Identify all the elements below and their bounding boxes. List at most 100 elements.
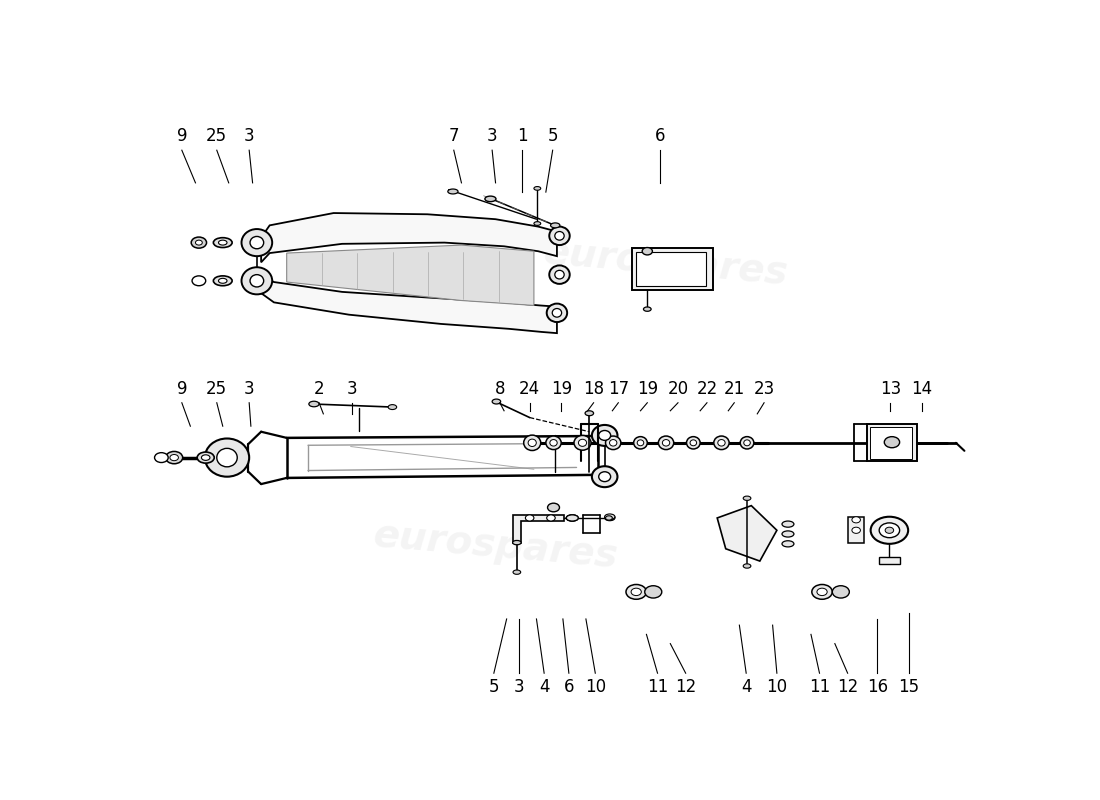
Ellipse shape	[566, 515, 579, 521]
Ellipse shape	[592, 425, 617, 446]
Text: 19: 19	[551, 380, 572, 398]
Circle shape	[879, 523, 900, 538]
Polygon shape	[261, 213, 557, 262]
Ellipse shape	[686, 437, 701, 449]
Ellipse shape	[309, 402, 319, 406]
Ellipse shape	[566, 515, 579, 521]
Ellipse shape	[744, 564, 751, 568]
Ellipse shape	[744, 496, 751, 501]
Circle shape	[526, 515, 534, 521]
Circle shape	[871, 517, 909, 544]
Ellipse shape	[690, 440, 696, 446]
Ellipse shape	[566, 515, 579, 521]
Text: 16: 16	[867, 678, 888, 696]
Polygon shape	[717, 506, 777, 561]
Circle shape	[631, 588, 641, 595]
Ellipse shape	[219, 240, 227, 245]
Text: 3: 3	[514, 678, 524, 696]
Ellipse shape	[550, 223, 560, 228]
Text: 15: 15	[899, 678, 920, 696]
Polygon shape	[261, 274, 557, 333]
Ellipse shape	[213, 276, 232, 286]
Ellipse shape	[547, 303, 568, 322]
Bar	[631, 248, 713, 290]
Text: 6: 6	[563, 678, 574, 696]
Circle shape	[547, 515, 556, 521]
Ellipse shape	[644, 307, 651, 311]
Circle shape	[642, 247, 652, 255]
Ellipse shape	[528, 439, 537, 446]
Ellipse shape	[197, 452, 215, 463]
Ellipse shape	[605, 514, 615, 520]
Text: 4: 4	[741, 678, 751, 696]
Ellipse shape	[534, 222, 541, 226]
Ellipse shape	[605, 515, 615, 521]
Text: 21: 21	[724, 380, 745, 398]
Ellipse shape	[579, 439, 586, 446]
Ellipse shape	[605, 436, 620, 450]
Ellipse shape	[585, 410, 594, 416]
Ellipse shape	[448, 189, 458, 194]
Ellipse shape	[549, 226, 570, 245]
Ellipse shape	[605, 514, 615, 519]
Ellipse shape	[605, 516, 613, 520]
Circle shape	[884, 437, 900, 448]
Text: 5: 5	[488, 678, 499, 696]
Ellipse shape	[524, 435, 541, 450]
Ellipse shape	[242, 229, 272, 256]
Text: 10: 10	[767, 678, 788, 696]
Ellipse shape	[598, 430, 611, 440]
Ellipse shape	[718, 439, 725, 446]
Ellipse shape	[513, 541, 521, 545]
Text: 9: 9	[177, 380, 187, 398]
Text: 14: 14	[911, 380, 933, 398]
Ellipse shape	[205, 438, 250, 477]
Ellipse shape	[574, 435, 591, 450]
Text: 17: 17	[607, 380, 629, 398]
Text: 11: 11	[808, 678, 830, 696]
Ellipse shape	[714, 436, 729, 450]
Text: 22: 22	[696, 380, 717, 398]
Circle shape	[169, 454, 178, 461]
Ellipse shape	[782, 541, 794, 547]
Ellipse shape	[740, 437, 754, 449]
Ellipse shape	[662, 439, 670, 446]
Ellipse shape	[550, 439, 558, 446]
Polygon shape	[287, 245, 534, 306]
Ellipse shape	[637, 440, 644, 446]
Circle shape	[812, 585, 833, 599]
Ellipse shape	[250, 237, 264, 249]
Ellipse shape	[744, 440, 750, 446]
Bar	[879, 557, 900, 564]
Text: eurospares: eurospares	[542, 233, 790, 292]
Bar	[848, 517, 864, 542]
Text: 3: 3	[244, 127, 254, 146]
Text: 4: 4	[539, 678, 549, 696]
Text: 3: 3	[346, 380, 358, 398]
Text: 18: 18	[583, 380, 604, 398]
Text: 25: 25	[206, 127, 228, 146]
Text: 11: 11	[647, 678, 668, 696]
Text: eurospares: eurospares	[372, 516, 619, 575]
Ellipse shape	[250, 274, 264, 287]
Text: 5: 5	[548, 127, 558, 146]
Text: 6: 6	[654, 127, 666, 146]
Circle shape	[192, 276, 206, 286]
Ellipse shape	[634, 437, 647, 449]
Ellipse shape	[782, 531, 794, 537]
Text: 25: 25	[206, 380, 228, 398]
Circle shape	[191, 237, 207, 248]
Ellipse shape	[598, 472, 611, 482]
Text: 23: 23	[754, 380, 774, 398]
Circle shape	[851, 517, 860, 523]
Text: 8: 8	[495, 380, 505, 398]
Circle shape	[645, 586, 662, 598]
Bar	[867, 424, 916, 461]
Ellipse shape	[782, 521, 794, 527]
Ellipse shape	[513, 570, 520, 574]
Text: 24: 24	[519, 380, 540, 398]
Ellipse shape	[609, 439, 617, 446]
Ellipse shape	[659, 436, 673, 450]
Text: 7: 7	[449, 127, 459, 146]
Text: 13: 13	[880, 380, 901, 398]
